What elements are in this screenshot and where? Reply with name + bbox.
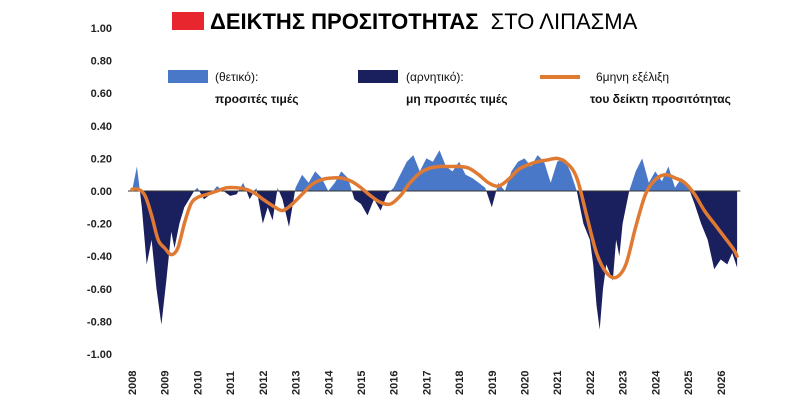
x-tick-label: 2025 bbox=[683, 371, 695, 395]
x-tick-label: 2018 bbox=[454, 371, 466, 395]
positive-area bbox=[277, 187, 279, 191]
legend-line-line1: 6μηνη εξέλιξη bbox=[596, 70, 669, 84]
x-tick-label: 2013 bbox=[291, 371, 303, 395]
legend-negative-line2: μη προσιτές τιμές bbox=[406, 92, 508, 106]
negative-area bbox=[223, 191, 239, 196]
y-tick-label: -1.00 bbox=[87, 349, 112, 361]
x-tick-label: 2020 bbox=[520, 371, 532, 395]
x-tick-label: 2008 bbox=[127, 371, 139, 395]
negative-area bbox=[486, 191, 497, 208]
legend-positive-line1: (θετικό): bbox=[215, 70, 258, 84]
y-tick-label: 0.40 bbox=[91, 121, 112, 133]
positive-area bbox=[496, 155, 577, 191]
legend-swatch-positive bbox=[168, 70, 208, 83]
y-tick-label: 0.60 bbox=[91, 88, 112, 100]
x-tick-label: 2011 bbox=[225, 371, 237, 395]
positive-area bbox=[132, 166, 140, 191]
x-tick-label: 2022 bbox=[585, 371, 597, 395]
negative-area bbox=[689, 191, 738, 270]
x-tick-label: 2023 bbox=[618, 371, 630, 395]
positive-area bbox=[194, 187, 200, 191]
negative-area bbox=[351, 191, 391, 216]
x-tick-label: 2016 bbox=[389, 371, 401, 395]
y-tick-label: 0.80 bbox=[91, 56, 112, 68]
x-tick-label: 2010 bbox=[192, 371, 204, 395]
y-tick-label: 0.20 bbox=[91, 153, 112, 165]
y-tick-label: 0.00 bbox=[91, 186, 112, 198]
chart-title: ΔΕΙΚΤΗΣ ΠΡΟΣΙΤΟΤΗΤΑΣ ΣΤΟ ΛΙΠΑΣΜΑ bbox=[210, 9, 638, 34]
y-tick-label: 1.00 bbox=[91, 23, 112, 35]
y-tick-label: -0.60 bbox=[87, 284, 112, 296]
x-tick-label: 2015 bbox=[356, 371, 368, 395]
title-marker bbox=[172, 12, 204, 30]
x-tick-label: 2019 bbox=[487, 371, 499, 395]
x-tick-label: 2021 bbox=[552, 371, 564, 395]
positive-area bbox=[629, 158, 690, 191]
six-month-trend-line bbox=[130, 156, 739, 280]
positive-area bbox=[390, 150, 487, 191]
y-tick-label: -0.20 bbox=[87, 219, 112, 231]
positive-area bbox=[295, 171, 352, 191]
legend-negative-line1: (αρνητικό): bbox=[406, 70, 464, 84]
chart-title-bold: ΔΕΙΚΤΗΣ ΠΡΟΣΙΤΟΤΗΤΑΣ bbox=[210, 9, 479, 34]
y-tick-label: -0.80 bbox=[87, 316, 112, 328]
negative-area bbox=[139, 191, 195, 325]
legend-swatch-negative bbox=[358, 70, 398, 83]
x-tick-label: 2012 bbox=[258, 371, 270, 395]
x-tick-label: 2017 bbox=[421, 371, 433, 395]
x-axis-ticks: 2008 2009 2010 2011 2012 2013 2014 2015 … bbox=[127, 370, 728, 395]
index-area-series bbox=[132, 150, 738, 330]
positive-area bbox=[254, 187, 257, 191]
y-axis-ticks: 1.00 0.80 0.60 0.40 0.20 0.00 -0.20 -0.4… bbox=[87, 23, 112, 361]
x-tick-label: 2024 bbox=[650, 370, 662, 395]
chart-title-rest: ΣΤΟ ΛΙΠΑΣΜΑ bbox=[491, 9, 638, 34]
legend-positive-line2: προσιτές τιμές bbox=[215, 92, 299, 106]
legend-line-line2: του δείκτη προσιτότητας bbox=[590, 92, 731, 106]
x-tick-label: 2026 bbox=[716, 371, 728, 395]
legend: (θετικό): προσιτές τιμές (αρνητικό): μη … bbox=[168, 70, 731, 106]
x-tick-label: 2014 bbox=[323, 370, 335, 395]
x-tick-label: 2009 bbox=[160, 371, 172, 395]
y-tick-label: -0.40 bbox=[87, 251, 112, 263]
